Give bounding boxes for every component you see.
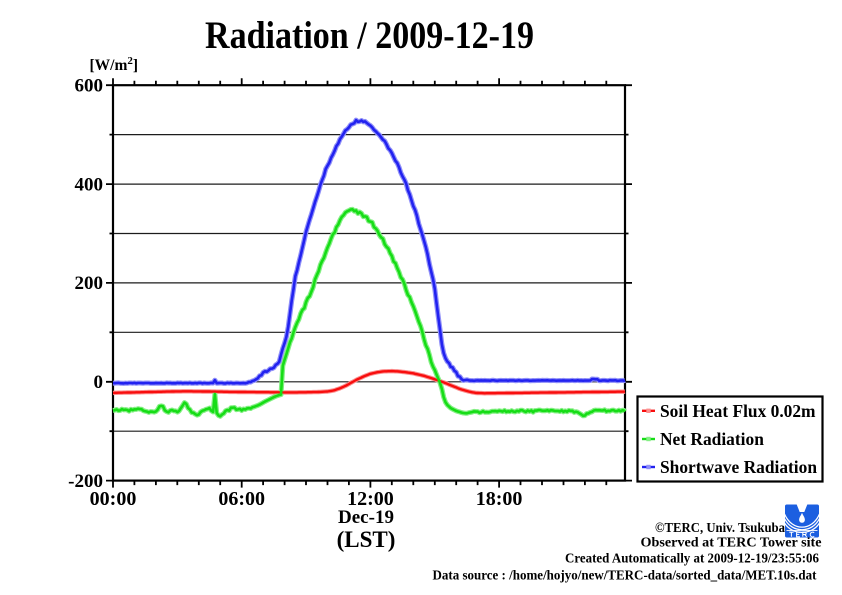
svg-text:(LST): (LST) xyxy=(337,527,396,552)
svg-text:600: 600 xyxy=(75,76,104,97)
svg-text:400: 400 xyxy=(75,174,104,195)
svg-text:Soil Heat Flux 0.02m: Soil Heat Flux 0.02m xyxy=(660,401,816,421)
svg-text:200: 200 xyxy=(75,273,104,294)
svg-text:Net Radiation: Net Radiation xyxy=(660,429,764,449)
svg-text:Observed at TERC Tower site: Observed at TERC Tower site xyxy=(641,536,822,551)
svg-text:06:00: 06:00 xyxy=(218,488,265,510)
svg-text:Radiation / 2009-12-19: Radiation / 2009-12-19 xyxy=(205,14,534,57)
svg-text:12:00: 12:00 xyxy=(347,488,394,510)
svg-text:0: 0 xyxy=(94,372,104,393)
svg-text:Created Automatically at 2009-: Created Automatically at 2009-12-19/23:5… xyxy=(565,552,819,567)
svg-text:©TERC, Univ. Tsukuba: ©TERC, Univ. Tsukuba xyxy=(655,521,785,536)
svg-text:-200: -200 xyxy=(68,471,103,492)
svg-text:[W/m2]: [W/m2] xyxy=(90,55,139,74)
svg-text:00:00: 00:00 xyxy=(90,488,137,510)
svg-text:Data source : /home/hojyo/new/: Data source : /home/hojyo/new/TERC-data/… xyxy=(433,569,817,584)
svg-text:Dec-19: Dec-19 xyxy=(338,507,394,528)
svg-text:Shortwave Radiation: Shortwave Radiation xyxy=(660,457,817,477)
svg-text:18:00: 18:00 xyxy=(476,488,523,510)
